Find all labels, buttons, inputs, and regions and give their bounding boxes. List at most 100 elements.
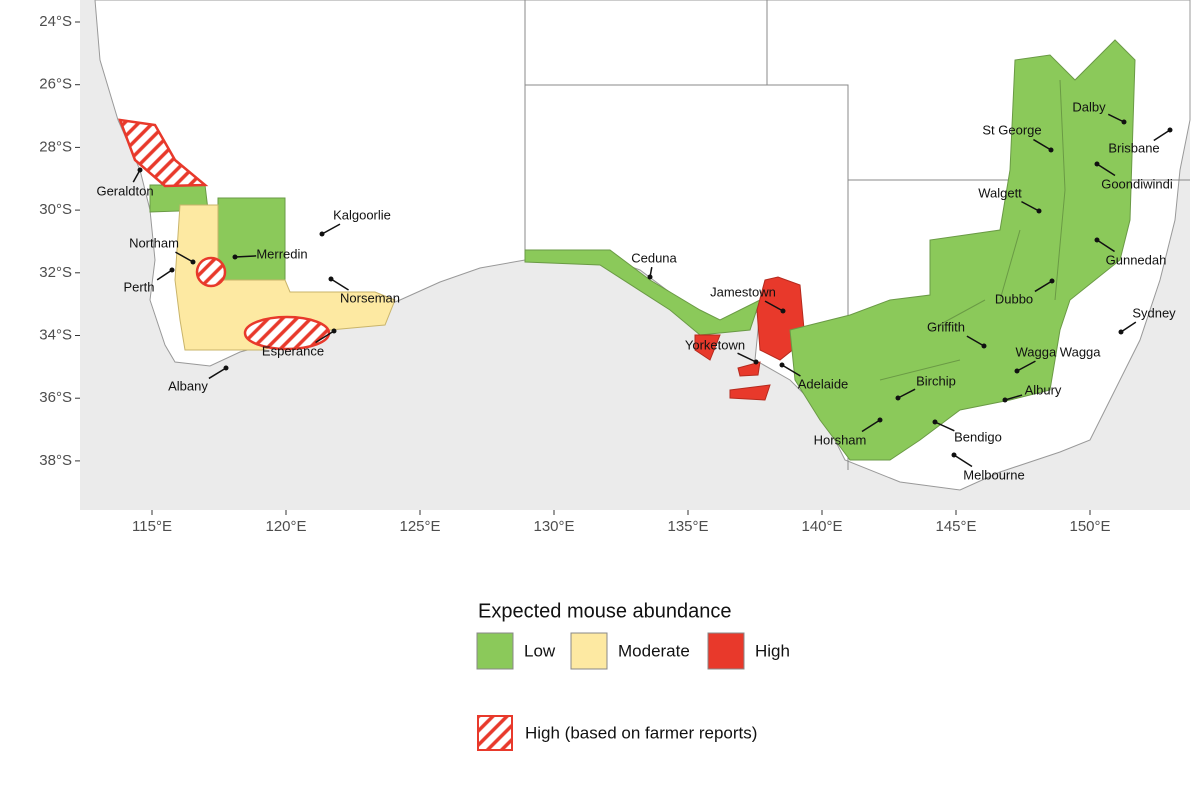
place-label: Norseman [340,290,400,305]
place-leader [1016,360,1036,372]
place-label: Dubbo [995,291,1033,306]
place-label: Wagga Wagga [1015,344,1101,359]
place-dot [895,395,901,401]
place-dot [1118,329,1124,335]
place-label: Jamestown [710,284,776,299]
place-leader [953,454,973,468]
place-label: Sydney [1132,305,1176,320]
place-dot [780,308,786,314]
farmer-report-region [243,315,331,351]
place-dot [169,267,175,273]
place-dot [319,231,325,237]
legend-swatch [476,632,514,670]
y-tick-label: 28°S [39,138,72,155]
place-leader [1153,129,1171,142]
place-label: Dalby [1072,99,1106,114]
place-leader [1021,200,1040,212]
place-label: Birchip [916,373,956,388]
place-dot [647,274,653,280]
place-label: Yorketown [685,337,745,352]
x-tick-label: 140°E [801,518,842,535]
place-dot [190,259,196,265]
place-dot [932,419,938,425]
farmer-report-region [195,256,227,288]
place-leader [330,278,349,291]
place-dot [1014,368,1020,374]
place-dot [753,359,759,365]
place-leader [321,223,341,235]
place-dot [1121,119,1127,125]
place-label: Geraldton [96,183,153,198]
place-leader [861,419,881,433]
moderate-region [174,204,396,351]
place-label: Walgett [978,185,1022,200]
place-dot [328,276,334,282]
legend-swatch [570,632,608,670]
place-dot [1167,127,1173,133]
place-dot [877,417,883,423]
place-leader [1096,239,1115,253]
y-tick-label: 36°S [39,389,72,406]
place-leader [1034,280,1053,293]
place-label: Melbourne [963,467,1024,482]
x-tick-label: 125°E [399,518,440,535]
legend-label: Low [524,641,556,660]
place-leader [156,269,173,281]
x-tick-label: 130°E [533,518,574,535]
place-dot [981,343,987,349]
place-label: Bendigo [954,429,1002,444]
y-tick-label: 38°S [39,452,72,469]
x-tick-label: 150°E [1069,518,1110,535]
place-label: Albany [168,378,208,393]
place-dot [1002,397,1008,403]
place-label: Esperance [262,343,324,358]
place-label: Gunnedah [1106,252,1167,267]
place-dot [331,328,337,334]
legend-label: High (based on farmer reports) [525,723,757,742]
place-dot [1094,237,1100,243]
place-dot [1048,147,1054,153]
place-dot [951,452,957,458]
place-leader [781,364,801,377]
place-dot [1036,208,1042,214]
y-tick-label: 24°S [39,13,72,30]
place-label: Brisbane [1108,140,1159,155]
place-leader [934,421,955,432]
y-tick-label: 34°S [39,326,72,343]
place-label: St George [982,122,1041,137]
place-dot [779,362,785,368]
place-label: Kalgoorlie [333,207,391,222]
place-leader [897,388,916,399]
place-label: Northam [129,235,179,250]
place-leader [1120,321,1137,333]
place-dot [223,365,229,371]
legend-swatch [707,632,745,670]
x-tick-label: 120°E [265,518,306,535]
place-label: Griffith [927,319,965,334]
legend-label: Moderate [618,641,690,660]
place-label: Merredin [256,246,307,261]
place-leader [234,255,257,258]
legend-label: High [755,641,790,660]
place-label: Ceduna [631,250,677,265]
place-leader [1107,113,1125,123]
place-dot [137,167,143,173]
place-leader [1004,394,1023,401]
y-tick-label: 26°S [39,76,72,93]
region-borders [879,79,1066,381]
place-label: Horsham [814,432,867,447]
place-dot [232,254,238,260]
place-label: Goondiwindi [1101,176,1173,191]
place-label: Albury [1025,382,1062,397]
place-label: Perth [123,279,154,294]
place-leader [175,251,194,263]
place-label: Adelaide [798,376,849,391]
place-leader [315,330,335,344]
legend-swatch [477,715,513,751]
farmer-report-region [118,118,209,188]
state-borders [524,0,1190,470]
place-leader [966,335,985,347]
place-dot [1094,161,1100,167]
x-tick-label: 115°E [132,518,172,535]
